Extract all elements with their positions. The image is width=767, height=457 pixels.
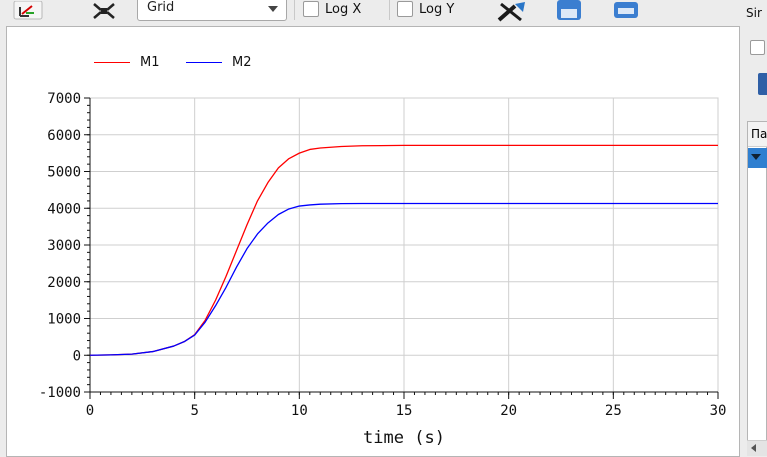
x-axis-label: time (s) bbox=[363, 428, 445, 448]
grid-mode-value: Grid bbox=[147, 0, 175, 15]
right-panel-checkbox[interactable] bbox=[750, 40, 765, 55]
log-y-checkbox-box[interactable] bbox=[397, 1, 413, 17]
y-tick-label: 6000 bbox=[47, 128, 81, 144]
legend-label-m2: M2 bbox=[232, 55, 252, 70]
x-tick-label: 15 bbox=[396, 403, 413, 419]
log-y-label: Log Y bbox=[419, 1, 455, 17]
log-x-checkbox[interactable]: Log X bbox=[303, 0, 361, 19]
toolbar-separator bbox=[389, 0, 390, 20]
log-x-checkbox-box[interactable] bbox=[303, 1, 319, 17]
x-tick-label: 30 bbox=[710, 403, 727, 419]
y-tick-label: 4000 bbox=[47, 201, 81, 217]
zoom-in-icon[interactable] bbox=[88, 0, 120, 22]
print-icon[interactable] bbox=[610, 0, 642, 22]
setup-icon[interactable] bbox=[493, 0, 533, 22]
series bbox=[89, 144, 718, 356]
right-panel-label: Sir bbox=[746, 6, 762, 20]
chevron-down-icon bbox=[268, 6, 278, 12]
axes: 0 5 10 15 20 25 30 -1000 0 1000 2000 3000 4000 5000 60… bbox=[39, 91, 727, 419]
x-tick-label: 0 bbox=[86, 403, 94, 419]
x-tick-label: 20 bbox=[500, 403, 517, 419]
x-tick-label: 25 bbox=[605, 403, 622, 419]
grid bbox=[89, 97, 719, 393]
y-tick-label: 7000 bbox=[47, 91, 81, 107]
expand-arrow-icon[interactable] bbox=[751, 154, 761, 160]
x-tick-label: 5 bbox=[190, 403, 198, 419]
table-header[interactable]: Па bbox=[748, 122, 767, 147]
y-tick-label: 1000 bbox=[47, 312, 81, 328]
table-header-label: Па bbox=[751, 127, 767, 141]
toolbar-separator bbox=[294, 0, 295, 20]
legend-swatch-m1 bbox=[94, 62, 130, 63]
horizontal-scrollbar[interactable] bbox=[747, 440, 767, 456]
right-panel-button[interactable] bbox=[758, 73, 767, 95]
variables-table: Па bbox=[747, 121, 767, 449]
y-tick-label: 3000 bbox=[47, 238, 81, 254]
log-y-checkbox[interactable]: Log Y bbox=[397, 0, 454, 19]
y-tick-label: -1000 bbox=[39, 385, 81, 401]
scroll-left-icon[interactable] bbox=[751, 444, 756, 452]
fit-zoom-icon[interactable] bbox=[10, 0, 46, 22]
y-tick-label: 2000 bbox=[47, 275, 81, 291]
legend-swatch-m2 bbox=[186, 62, 222, 63]
log-x-label: Log X bbox=[325, 1, 362, 17]
table-row[interactable] bbox=[748, 148, 767, 168]
y-tick-label: 0 bbox=[73, 348, 81, 364]
plot-toolbar: Grid Log X Log Y bbox=[0, 0, 740, 25]
legend-item-m1[interactable]: M1 bbox=[94, 55, 160, 70]
series-line-m2 bbox=[89, 202, 718, 356]
x-tick-label: 10 bbox=[291, 403, 308, 419]
chart: 0 5 10 15 20 25 30 -1000 0 1000 2000 3000 4000 5000 60… bbox=[39, 91, 727, 448]
y-tick-label: 5000 bbox=[47, 165, 81, 181]
legend-item-m2[interactable]: M2 bbox=[186, 55, 252, 70]
right-side-panel: Sir Па bbox=[742, 0, 767, 457]
legend-label-m1: M1 bbox=[140, 55, 160, 70]
grid-mode-combobox[interactable]: Grid bbox=[137, 0, 287, 21]
export-icon[interactable] bbox=[553, 0, 585, 22]
